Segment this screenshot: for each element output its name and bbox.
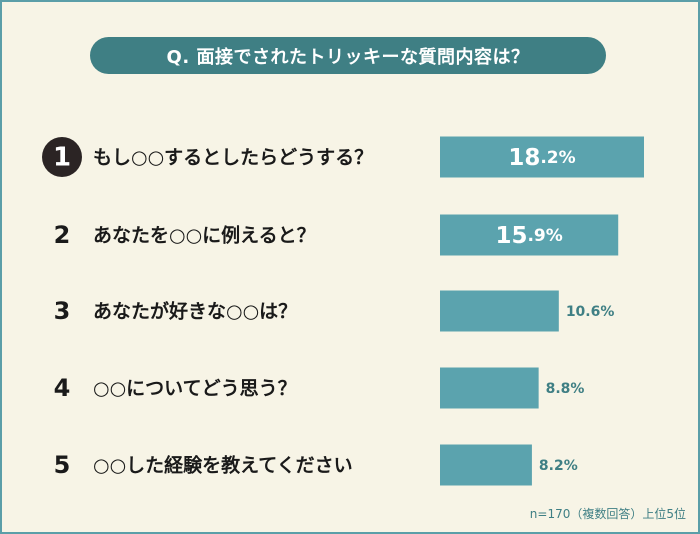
bar: [440, 136, 644, 178]
bar: [440, 214, 619, 256]
category-label: あなたを○○に例えると？: [93, 224, 316, 247]
value-label: 10.6%: [566, 304, 615, 320]
value-label: 18.2%: [508, 145, 575, 171]
footnote: n=170（複数回答）上位5位: [529, 507, 686, 521]
category-label: ○○した経験を教えてください: [93, 454, 353, 477]
value-label: 8.2%: [539, 458, 578, 474]
rank-badge: [42, 137, 82, 177]
chart-title: Q. 面接でされたトリッキーな質問内容は？: [90, 37, 606, 74]
rank-number: 3: [54, 297, 71, 325]
rank-number: 1: [53, 143, 71, 173]
category-label: あなたが好きな○○は？: [93, 300, 297, 323]
category-label: もし○○するとしたらどうする？: [93, 147, 373, 169]
value-label: 8.8%: [546, 381, 585, 397]
category-label: ○○についてどう思う？: [93, 378, 297, 400]
value-label: 15.9%: [495, 223, 562, 249]
rank-number: 4: [54, 374, 71, 402]
bar: [440, 367, 539, 409]
bar: [440, 444, 532, 486]
rank-number: 2: [54, 221, 71, 249]
bar: [440, 290, 559, 332]
rank-number: 5: [54, 451, 71, 479]
